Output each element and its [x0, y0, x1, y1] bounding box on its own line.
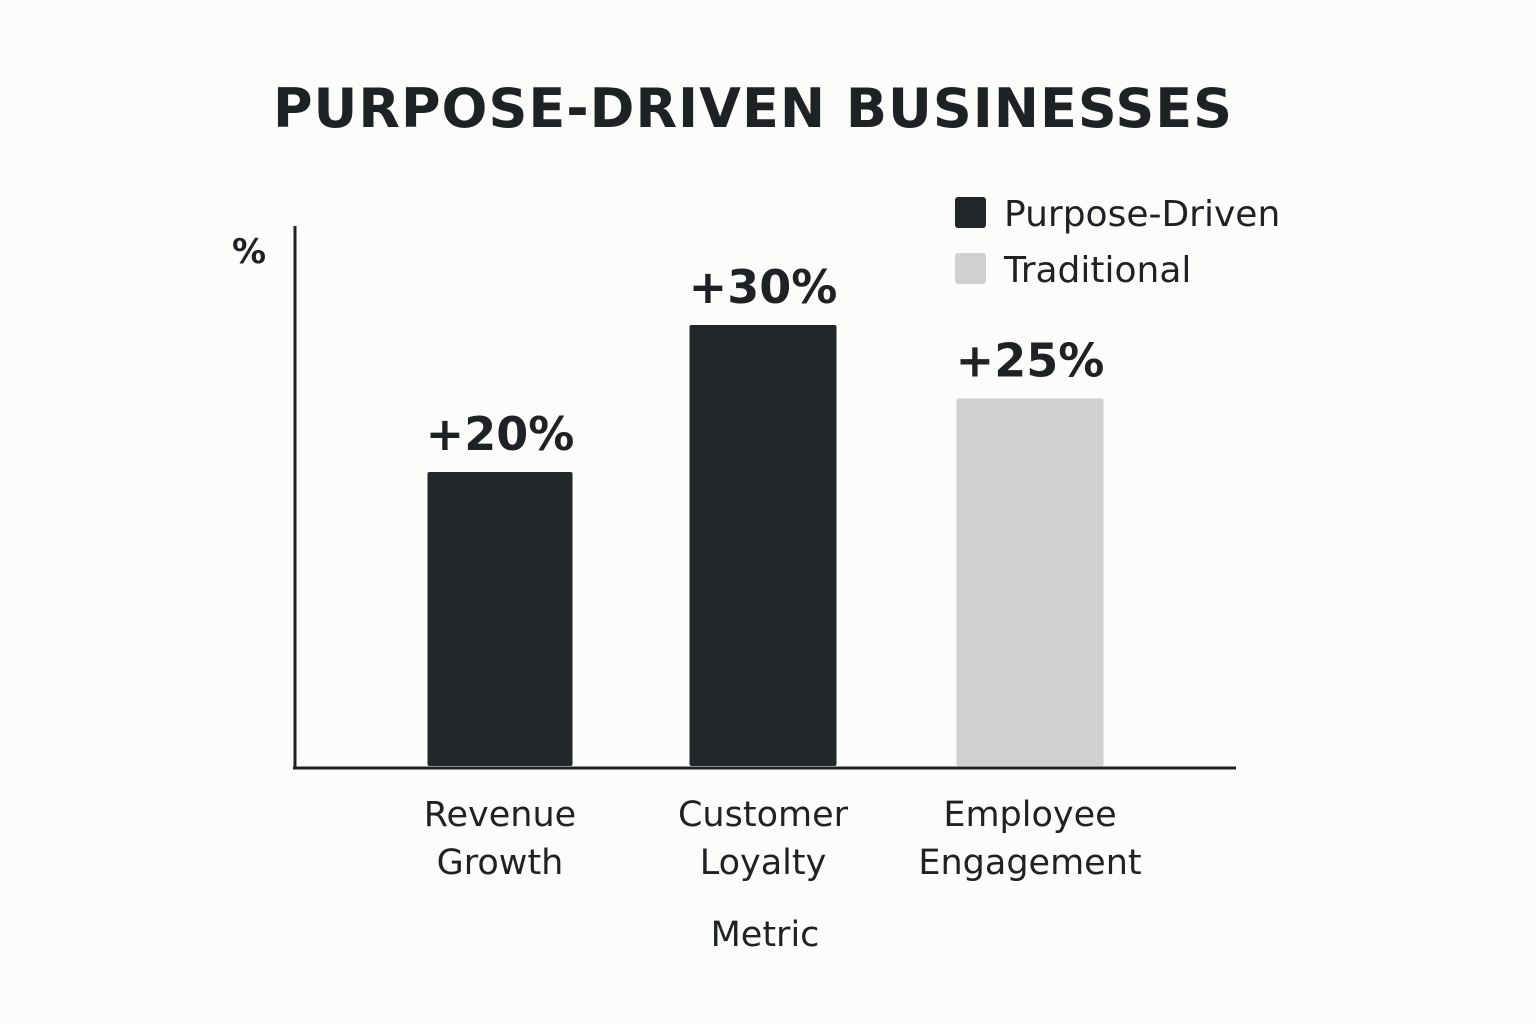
- legend-label-2: Traditional: [1003, 250, 1191, 291]
- x-tick-label-1: Revenue Growth: [424, 795, 576, 883]
- x-tick-label-line: Revenue: [424, 795, 576, 835]
- legend-label-1: Purpose-Driven: [1004, 194, 1280, 235]
- data-label-3: +25%: [956, 334, 1105, 388]
- y-axis-label: %: [232, 232, 266, 272]
- chart-title: PURPOSE-DRIVEN BUSINESSES: [273, 77, 1233, 140]
- data-label-2: +30%: [689, 260, 838, 314]
- x-tick-label-2: Customer Loyalty: [678, 795, 849, 883]
- x-tick-label-line: Engagement: [918, 843, 1141, 883]
- x-axis-label: Metric: [711, 915, 820, 955]
- bar-2: [689, 325, 837, 766]
- x-tick-label-line: Growth: [437, 843, 564, 883]
- x-tick-label-line: Loyalty: [700, 843, 827, 883]
- x-tick-label-line: Customer: [678, 795, 849, 835]
- bar-1: [427, 472, 573, 766]
- data-labels-group: +20% +30% +25%: [426, 260, 1105, 461]
- x-tick-labels-group: Revenue Growth Customer Loyalty Employee Enga…: [424, 795, 1142, 883]
- legend: Purpose-Driven Traditional: [955, 194, 1280, 291]
- x-tick-label-line: Employee: [943, 795, 1116, 835]
- bar-3: [956, 398, 1104, 766]
- bars-group: [427, 325, 1104, 766]
- legend-swatch-2: [955, 253, 986, 284]
- data-label-1: +20%: [426, 407, 575, 461]
- x-tick-label-3: Employee Engagement: [918, 795, 1141, 883]
- legend-swatch-1: [955, 197, 986, 228]
